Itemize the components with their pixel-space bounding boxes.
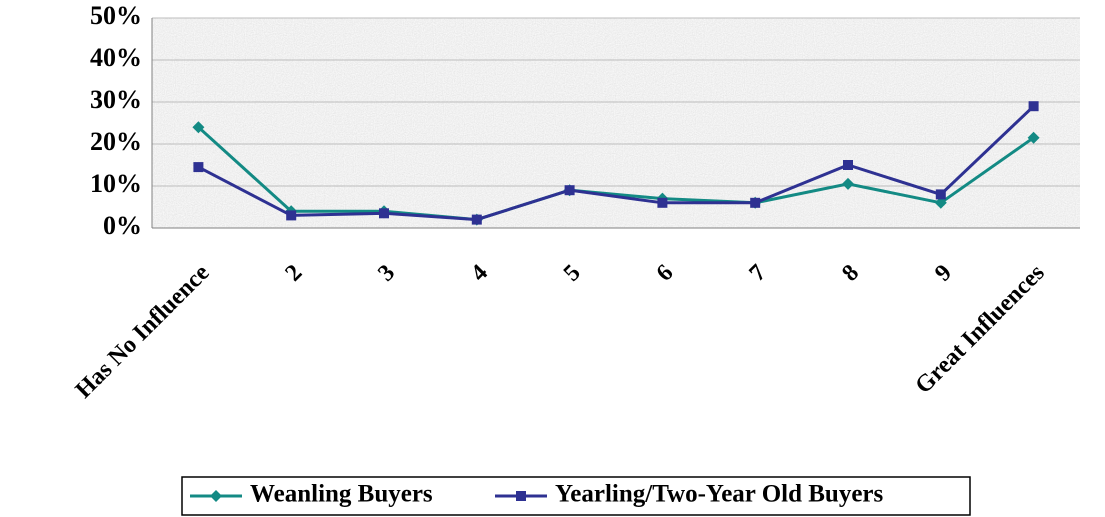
y-tick-label: 0% xyxy=(103,211,142,240)
legend-marker xyxy=(516,491,526,501)
legend xyxy=(181,476,971,516)
data-point xyxy=(564,185,575,196)
y-tick-label: 50% xyxy=(90,1,142,30)
x-tick-label: 3 xyxy=(373,260,400,287)
x-tick-label: Great Influences xyxy=(911,260,1050,399)
legend-label: Yearling/Two-Year Old Buyers xyxy=(555,481,884,508)
data-point xyxy=(286,210,297,221)
x-tick-label: 6 xyxy=(652,260,679,287)
y-tick-label: 40% xyxy=(90,43,142,72)
x-tick-label: 7 xyxy=(744,260,771,287)
data-point xyxy=(935,189,946,200)
data-point xyxy=(843,160,853,170)
data-point xyxy=(842,177,854,190)
y-tick-label: 20% xyxy=(90,127,142,156)
x-tick-label: 2 xyxy=(280,260,307,287)
y-tick-label: 30% xyxy=(90,85,142,114)
data-point xyxy=(379,208,389,219)
data-point xyxy=(1028,101,1039,112)
data-point xyxy=(471,214,482,225)
legend-label: Weanling Buyers xyxy=(250,481,433,508)
x-tick-label: 9 xyxy=(930,260,957,287)
x-tick-label: 5 xyxy=(559,260,586,287)
data-point xyxy=(934,196,947,209)
data-point xyxy=(192,121,205,134)
x-tick-label: 8 xyxy=(837,260,864,287)
x-tick-label: Has No Influence xyxy=(71,260,215,404)
series-line xyxy=(197,126,1035,222)
data-point xyxy=(750,197,761,208)
legend-marker xyxy=(210,490,222,502)
data-point xyxy=(193,162,204,173)
data-point xyxy=(1027,131,1040,144)
data-point xyxy=(657,197,668,208)
series-line xyxy=(197,105,1035,222)
y-tick-label: 10% xyxy=(90,169,142,198)
x-tick-label: 4 xyxy=(466,260,493,287)
